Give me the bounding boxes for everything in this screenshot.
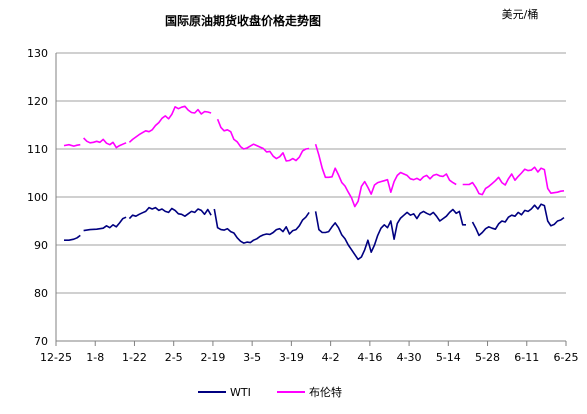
unit-label: 美元/桶	[502, 7, 539, 21]
y-tick-label: 120	[27, 95, 48, 108]
x-tick-label: 6-11	[514, 351, 539, 364]
y-tick-label: 100	[27, 191, 48, 204]
x-tick-label: 2-19	[200, 351, 225, 364]
y-tick-label: 70	[34, 335, 48, 348]
chart-title: 国际原油期货收盘价格走势图	[165, 13, 321, 28]
y-tick-label: 110	[27, 143, 48, 156]
y-tick-label: 90	[34, 239, 48, 252]
x-axis-ticks: 12-25 1-8 1-22 2-5 2-19 3-5 3-19 4-2 4-16 4-30 5-1…	[40, 341, 578, 364]
series-line-wti	[471, 203, 565, 237]
series-line-brent	[128, 105, 212, 143]
legend-label: 布伦特	[309, 385, 342, 399]
legend: WTI 布伦特	[198, 385, 342, 399]
x-tick-label: 4-2	[322, 351, 340, 364]
series-line-brent	[216, 118, 310, 162]
y-axis-ticks: 70 80 90 100 110 120 130	[27, 47, 48, 348]
series-line-wti	[128, 206, 212, 220]
x-tick-label: 4-30	[397, 351, 422, 364]
x-tick-label: 6-25	[554, 351, 579, 364]
x-tick-label: 1-22	[122, 351, 147, 364]
grid-lines	[55, 52, 566, 342]
series-line-brent	[314, 143, 457, 208]
series-line-wti	[64, 234, 81, 241]
x-tick-label: 5-14	[436, 351, 461, 364]
series-lines	[63, 105, 565, 261]
x-tick-label: 2-5	[165, 351, 183, 364]
x-tick-label: 4-16	[357, 351, 382, 364]
y-tick-label: 80	[34, 287, 48, 300]
series-line-brent	[462, 166, 565, 196]
series-line-brent	[63, 143, 81, 147]
x-tick-label: 1-8	[86, 351, 104, 364]
legend-label: WTI	[230, 386, 251, 399]
series-line-wti	[213, 208, 310, 244]
series-line-brent	[83, 137, 127, 149]
series-line-wti	[314, 208, 466, 261]
x-tick-label: 3-19	[279, 351, 304, 364]
x-tick-label: 3-5	[243, 351, 261, 364]
x-tick-label: 5-28	[475, 351, 500, 364]
y-tick-label: 130	[27, 47, 48, 60]
series-line-wti	[83, 216, 127, 232]
x-tick-label: 12-25	[40, 351, 72, 364]
